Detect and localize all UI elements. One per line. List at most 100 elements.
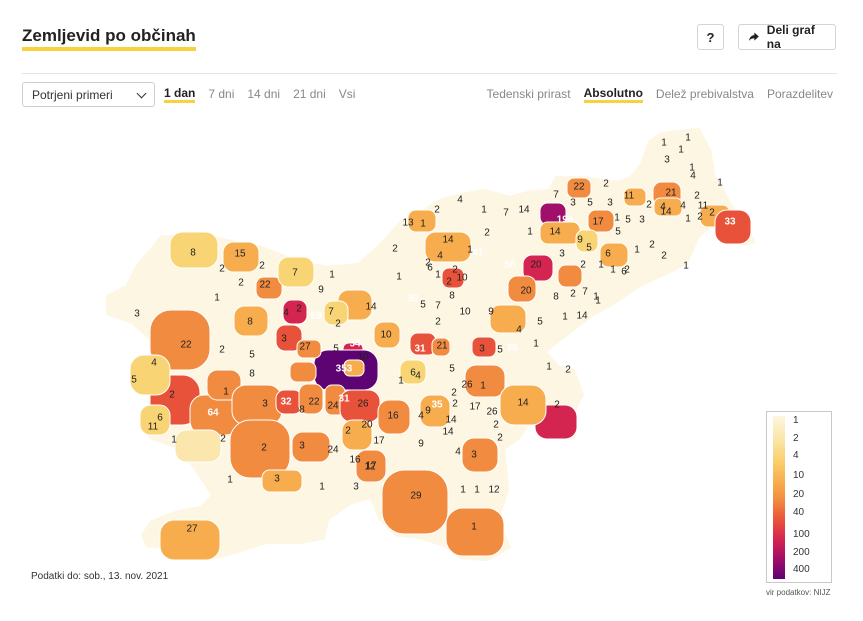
municipality-region[interactable]: [714, 209, 752, 245]
municipality-value: 1: [223, 387, 229, 398]
municipality-region[interactable]: [277, 256, 315, 288]
municipality-region[interactable]: [275, 324, 303, 352]
municipality-value: 3: [262, 399, 268, 410]
municipality-value: 4: [680, 201, 686, 212]
municipality-value: 4: [151, 358, 157, 369]
municipality-value: 2: [435, 317, 441, 328]
municipality-region[interactable]: [424, 231, 472, 263]
municipality-region[interactable]: [231, 384, 283, 426]
municipality-region[interactable]: [255, 276, 283, 300]
municipality-value: 1: [227, 475, 233, 486]
municipality-region[interactable]: [169, 231, 219, 269]
legend-label: 100: [793, 529, 810, 540]
municipality-region[interactable]: [222, 241, 260, 273]
municipality-value: 2: [661, 251, 667, 262]
tab-absolutno[interactable]: Absolutno: [583, 87, 643, 103]
municipality-value: 38: [506, 343, 518, 354]
municipality-value: 12: [364, 462, 376, 473]
municipality-value: 64: [207, 408, 219, 419]
municipality-region[interactable]: [261, 469, 303, 493]
municipality-region[interactable]: [159, 519, 221, 561]
municipality-region[interactable]: [419, 394, 451, 428]
municipality-value: 2: [335, 319, 341, 330]
municipality-region[interactable]: [461, 437, 499, 473]
municipality-value: 22: [308, 397, 320, 408]
municipality-region[interactable]: [341, 419, 373, 451]
municipality-region[interactable]: [445, 507, 505, 557]
tab-tedenski-prirast[interactable]: Tedenski prirast: [486, 87, 571, 101]
municipality-value: 1: [319, 482, 325, 493]
municipality-region[interactable]: [296, 339, 322, 359]
municipality-region[interactable]: [343, 359, 365, 377]
municipality-region[interactable]: [289, 361, 317, 383]
tab-vsi[interactable]: Vsi: [338, 87, 356, 101]
municipality-region[interactable]: [381, 469, 449, 535]
municipality-region[interactable]: [373, 321, 401, 349]
municipality-region[interactable]: [599, 242, 629, 268]
municipality-value: 1: [634, 245, 640, 256]
metric-select[interactable]: Potrjeni primeri: [22, 82, 155, 107]
municipality-region[interactable]: [507, 275, 537, 303]
municipality-region[interactable]: [291, 431, 331, 463]
municipality-value: 31: [414, 344, 426, 355]
municipality-region[interactable]: [499, 384, 547, 426]
municipality-value: 26: [486, 407, 498, 418]
municipality-value: 2: [345, 426, 351, 437]
municipality-value: 2: [238, 278, 244, 289]
municipality-region[interactable]: [489, 304, 527, 334]
legend-color-bar: [773, 416, 785, 579]
share-button[interactable]: Deli graf na: [738, 23, 836, 51]
municipality-value: 3: [570, 198, 576, 209]
municipality-region[interactable]: [653, 197, 683, 217]
tab-14-dni[interactable]: 14 dni: [247, 87, 281, 101]
municipality-value: 7: [328, 307, 334, 318]
municipality-region[interactable]: [129, 354, 171, 396]
municipality-value: 7: [553, 190, 559, 201]
municipality-region[interactable]: [377, 399, 411, 435]
tab-1-dan[interactable]: 1 dan: [164, 87, 196, 103]
municipality-value: 54: [349, 339, 361, 350]
municipality-region[interactable]: [323, 300, 349, 326]
municipality-region[interactable]: [233, 305, 269, 337]
legend-label: 4: [793, 450, 799, 461]
municipality-region[interactable]: [407, 209, 437, 233]
help-button[interactable]: ?: [697, 24, 724, 50]
municipality-region[interactable]: [575, 229, 599, 253]
municipality-region[interactable]: [206, 369, 242, 401]
tab-porazdelitev[interactable]: Porazdelitev: [766, 87, 833, 101]
share-label: Deli graf na: [766, 23, 815, 51]
municipality-region[interactable]: [139, 404, 171, 436]
municipality-region[interactable]: [522, 254, 554, 282]
municipality-region[interactable]: [298, 383, 324, 415]
color-legend: 1 2 4 10 20 40 100 200 400: [766, 411, 832, 583]
municipality-value: 1: [533, 339, 539, 350]
municipality-value: 1: [683, 261, 689, 272]
municipality-region[interactable]: [282, 299, 308, 325]
municipality-region[interactable]: [431, 337, 451, 357]
municipality-value: 31: [338, 394, 350, 405]
tab-7-dni[interactable]: 7 dni: [208, 87, 235, 101]
municipality-region[interactable]: [174, 429, 222, 463]
municipality-value: 14: [549, 227, 561, 238]
municipality-region[interactable]: [464, 364, 506, 398]
municipality-region[interactable]: [149, 309, 211, 371]
municipality-region[interactable]: [441, 267, 465, 289]
municipality-value: 1: [685, 133, 691, 144]
municipality-region[interactable]: [355, 449, 387, 483]
municipality-region[interactable]: [471, 336, 497, 358]
municipality-value: 2: [259, 261, 265, 272]
municipality-value: 353: [336, 364, 353, 375]
tab-delez-prebivalstva[interactable]: Delež prebivalstva: [655, 87, 754, 101]
municipality-value: 5: [249, 350, 255, 361]
municipality-region[interactable]: [229, 419, 291, 479]
municipality-region[interactable]: [587, 209, 615, 233]
municipality-region[interactable]: [566, 177, 592, 199]
municipality-region[interactable]: [623, 187, 647, 207]
municipality-value: 2: [451, 388, 457, 399]
municipality-value: 2: [296, 304, 302, 315]
tab-21-dni[interactable]: 21 dni: [293, 87, 326, 101]
municipality-region[interactable]: [399, 359, 427, 385]
municipality-value: 14: [442, 235, 454, 246]
municipality-region[interactable]: [557, 264, 583, 288]
